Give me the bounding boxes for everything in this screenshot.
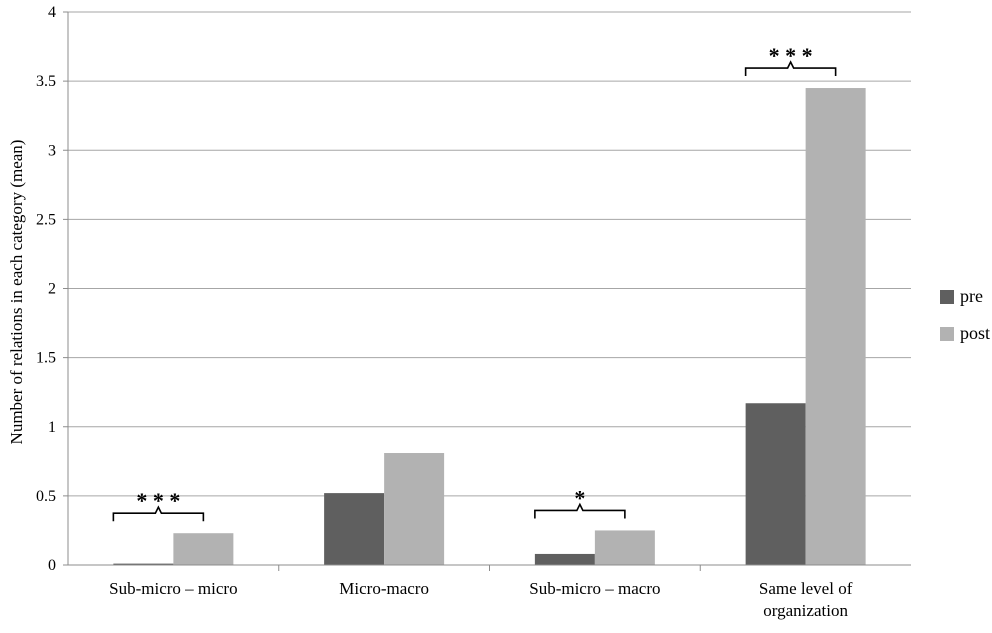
legend: pre post — [940, 286, 990, 343]
bar-pre — [113, 563, 174, 565]
bar-post — [173, 533, 234, 565]
x-category-label: organization — [763, 601, 848, 620]
y-tick-label: 3.5 — [36, 73, 56, 90]
y-tick-label: 1 — [48, 419, 56, 436]
grid-lines — [68, 11, 911, 497]
legend-label-post: post — [960, 323, 990, 343]
y-tick-label: 0 — [48, 557, 56, 574]
y-tick-label: 1.5 — [36, 350, 56, 367]
y-tick-label: 4 — [48, 4, 56, 21]
significance-bracket — [112, 505, 205, 522]
bar-post — [805, 88, 866, 565]
significance-annotations: * * * * * * * — [112, 43, 837, 522]
significance-bracket — [744, 60, 837, 77]
y-tick-label: 0.5 — [36, 488, 56, 505]
bar-pre — [745, 403, 806, 565]
legend-swatch-post — [940, 327, 954, 341]
significance-stars: * — [574, 485, 585, 510]
y-tick-label: 2 — [48, 281, 56, 298]
axes: 0 0.5 1 1.5 2 2.5 3 3.5 4 Sub-micro – micro Micro-… — [36, 4, 911, 620]
bar-post — [594, 530, 655, 565]
bar-pre — [324, 493, 385, 565]
y-tick-label: 3 — [48, 142, 56, 159]
x-category-label: Micro-macro — [339, 579, 429, 598]
y-axis-label: Number of relations in each category (me… — [7, 140, 26, 445]
y-tick-label: 2.5 — [36, 211, 56, 228]
x-category-label: Sub-micro – micro — [109, 579, 237, 598]
x-category-label: Sub-micro – macro — [529, 579, 660, 598]
bars — [113, 88, 866, 565]
significance-stars: * * * — [769, 43, 813, 68]
legend-swatch-pre — [940, 290, 954, 304]
significance-bracket — [534, 502, 626, 519]
bar-pre — [534, 553, 595, 565]
x-category-label: Same level of — [759, 579, 853, 598]
significance-stars: * * * — [136, 488, 180, 513]
bar-post — [384, 453, 445, 565]
legend-label-pre: pre — [960, 286, 983, 306]
